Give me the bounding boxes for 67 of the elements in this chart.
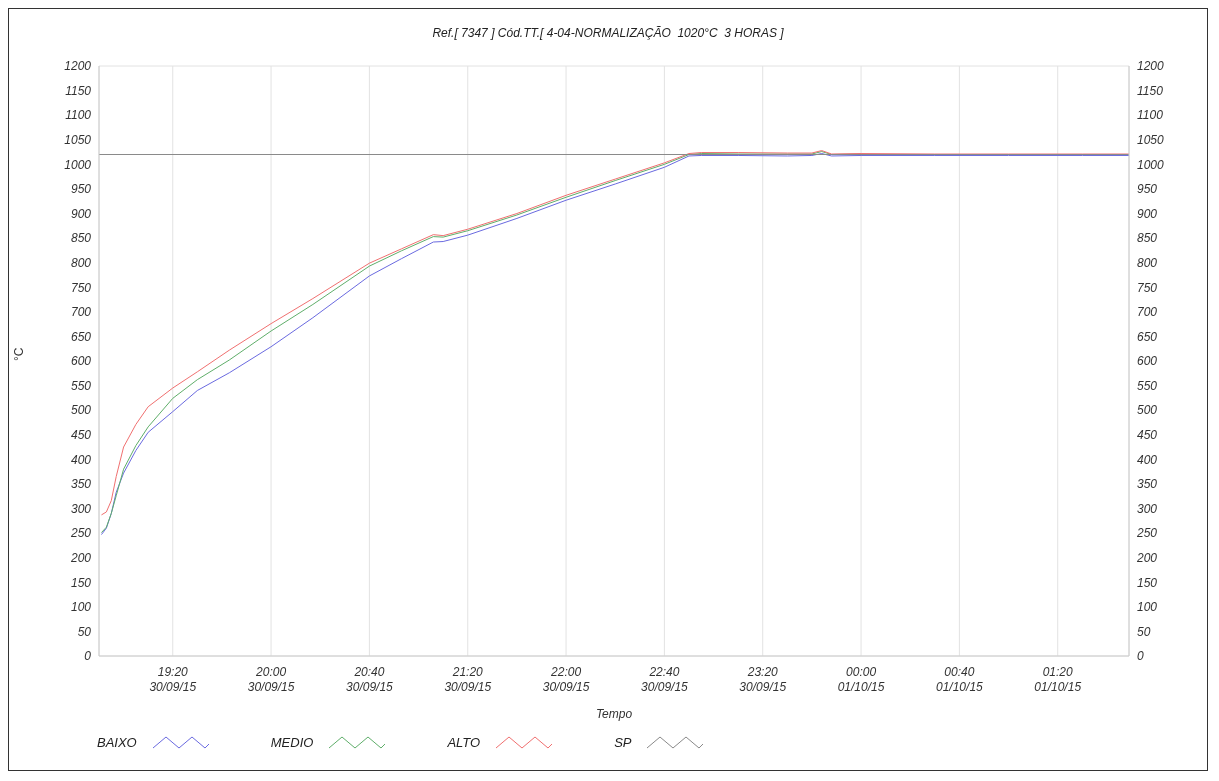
x-tick-label: 22:40 30/09/15 xyxy=(641,665,689,694)
y2-tick-label: 400 xyxy=(1137,452,1158,467)
y-tick-label: 600 xyxy=(70,354,92,369)
y2-tick-label: 1200 xyxy=(1137,59,1165,74)
legend-label: ALTO xyxy=(447,734,481,750)
y-tick-label: 1150 xyxy=(65,83,92,98)
y2-tick-label: 950 xyxy=(1137,182,1158,197)
y-tick-label: 0 xyxy=(84,649,92,664)
y-axis-title: °C xyxy=(12,347,27,361)
y2-tick-label: 700 xyxy=(1137,305,1158,320)
y2-tick-label: 1050 xyxy=(1137,133,1165,148)
y-tick-label: 1100 xyxy=(65,108,92,123)
y2-tick-label: 0 xyxy=(1137,649,1144,664)
y2-tick-label: 850 xyxy=(1137,231,1158,246)
y-tick-label: 300 xyxy=(70,501,92,516)
x-tick-label: 01:20 01/10/15 xyxy=(1034,665,1082,694)
y-tick-label: 100 xyxy=(70,600,92,615)
x-tick-label: 20:40 30/09/15 xyxy=(346,665,394,694)
x-tick-label: 19:20 30/09/15 xyxy=(149,665,197,694)
y2-tick-label: 50 xyxy=(1137,624,1151,639)
y-tick-label: 450 xyxy=(70,428,92,443)
y-tick-label: 1200 xyxy=(64,59,92,74)
y-tick-label: 750 xyxy=(70,280,92,295)
y-tick-label: 250 xyxy=(69,526,92,541)
x-tick-label: 23:20 30/09/15 xyxy=(739,665,787,694)
x-tick-label: 21:20 30/09/15 xyxy=(444,665,492,694)
legend-label: MEDIO xyxy=(270,734,314,750)
y-tick-label: 1050 xyxy=(64,133,92,148)
y2-tick-label: 200 xyxy=(1136,550,1158,565)
y-tick-label: 800 xyxy=(70,255,92,270)
y-tick-label: 850 xyxy=(70,231,92,246)
legend-label: SP xyxy=(614,734,632,750)
x-tick-label: 20:00 30/09/15 xyxy=(247,665,295,694)
y2-tick-label: 900 xyxy=(1137,206,1158,221)
x-tick-label: 00:40 01/10/15 xyxy=(936,665,984,694)
x-tick-label: 22:00 30/09/15 xyxy=(542,665,590,694)
legend-label: BAIXO xyxy=(97,734,137,750)
y-tick-label: 350 xyxy=(70,477,92,492)
y2-tick-label: 600 xyxy=(1137,354,1158,369)
y-tick-label: 50 xyxy=(77,624,92,639)
y2-tick-label: 350 xyxy=(1137,477,1158,492)
y2-tick-label: 250 xyxy=(1136,526,1158,541)
y-tick-label: 650 xyxy=(70,329,92,344)
y-tick-label: 500 xyxy=(70,403,92,418)
y-tick-label: 950 xyxy=(70,182,92,197)
y-tick-label: 150 xyxy=(70,575,92,590)
y2-tick-label: 300 xyxy=(1137,501,1158,516)
x-tick-label: 00:00 01/10/15 xyxy=(837,665,885,694)
y-tick-label: 700 xyxy=(70,305,92,320)
y2-tick-label: 750 xyxy=(1137,280,1158,295)
y2-tick-label: 1150 xyxy=(1137,83,1164,98)
y-tick-label: 400 xyxy=(70,452,92,467)
y2-tick-label: 800 xyxy=(1137,255,1158,270)
chart-title: Ref.[ 7347 ] Cód.TT.[ 4-04-NORMALIZAÇÃO 1020°C 3 HORAS ] xyxy=(431,25,785,42)
y2-tick-label: 1100 xyxy=(1137,108,1164,123)
y2-tick-label: 150 xyxy=(1137,575,1158,590)
y2-tick-label: 1000 xyxy=(1137,157,1165,172)
y2-tick-label: 100 xyxy=(1137,600,1158,615)
y-tick-label: 900 xyxy=(70,206,92,221)
y2-tick-label: 650 xyxy=(1137,329,1158,344)
y2-tick-label: 550 xyxy=(1137,378,1158,393)
y-tick-label: 1000 xyxy=(64,157,92,172)
y2-tick-label: 500 xyxy=(1137,403,1158,418)
x-axis-title: Tempo xyxy=(595,707,633,721)
y-tick-label: 200 xyxy=(69,550,92,565)
y2-tick-label: 450 xyxy=(1137,428,1158,443)
y-tick-label: 550 xyxy=(70,378,92,393)
